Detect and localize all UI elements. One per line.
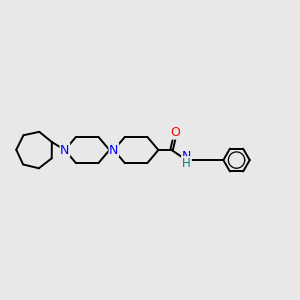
Text: N: N — [182, 151, 191, 164]
Text: O: O — [170, 126, 180, 139]
Text: N: N — [60, 143, 70, 157]
Text: N: N — [109, 143, 119, 157]
Text: H: H — [182, 157, 191, 170]
